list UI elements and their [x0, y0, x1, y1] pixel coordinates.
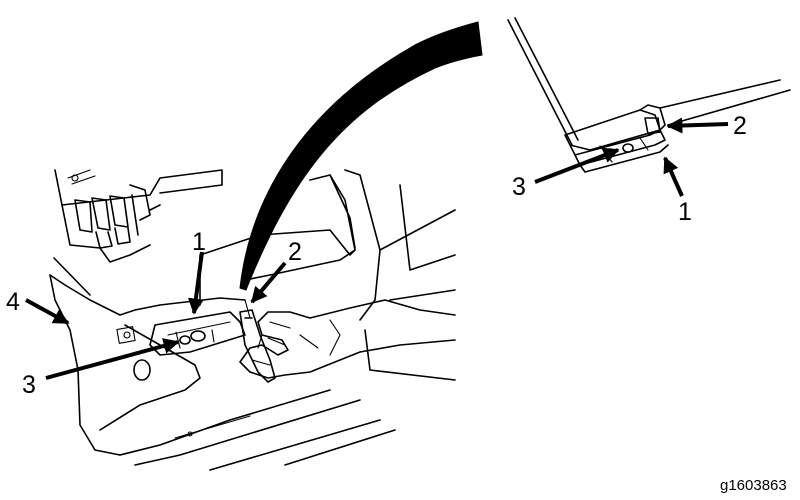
- callout-detail-3: 3: [512, 173, 526, 201]
- callout-arrow-main-3: [45, 338, 180, 380]
- figure-id: g1603863: [720, 477, 787, 494]
- tool: [239, 299, 276, 383]
- callout-main-4: 4: [6, 288, 20, 316]
- callout-arrow-detail-2: [666, 117, 729, 134]
- main-view: 1 2 3 4: [6, 21, 483, 471]
- callout-main-2: 2: [288, 238, 302, 266]
- door-panel: [199, 169, 456, 381]
- hand: [239, 299, 456, 379]
- callout-arrow-detail-1: [663, 156, 684, 197]
- callout-arrow-main-4: [25, 298, 70, 325]
- callout-main-3: 3: [22, 371, 36, 399]
- callout-arrow-main-1: [187, 251, 204, 315]
- black-hose: [239, 21, 483, 291]
- callout-main-1: 1: [192, 228, 206, 256]
- callout-detail-1: 1: [678, 198, 692, 226]
- latch-housing: [149, 311, 246, 356]
- callout-detail-2: 2: [733, 112, 747, 140]
- callout-arrow-main-2: [250, 261, 287, 304]
- callout-arrow-detail-3: [534, 147, 620, 184]
- dashboard-panel: [54, 169, 223, 263]
- detail-view: 2 3 1: [507, 17, 791, 226]
